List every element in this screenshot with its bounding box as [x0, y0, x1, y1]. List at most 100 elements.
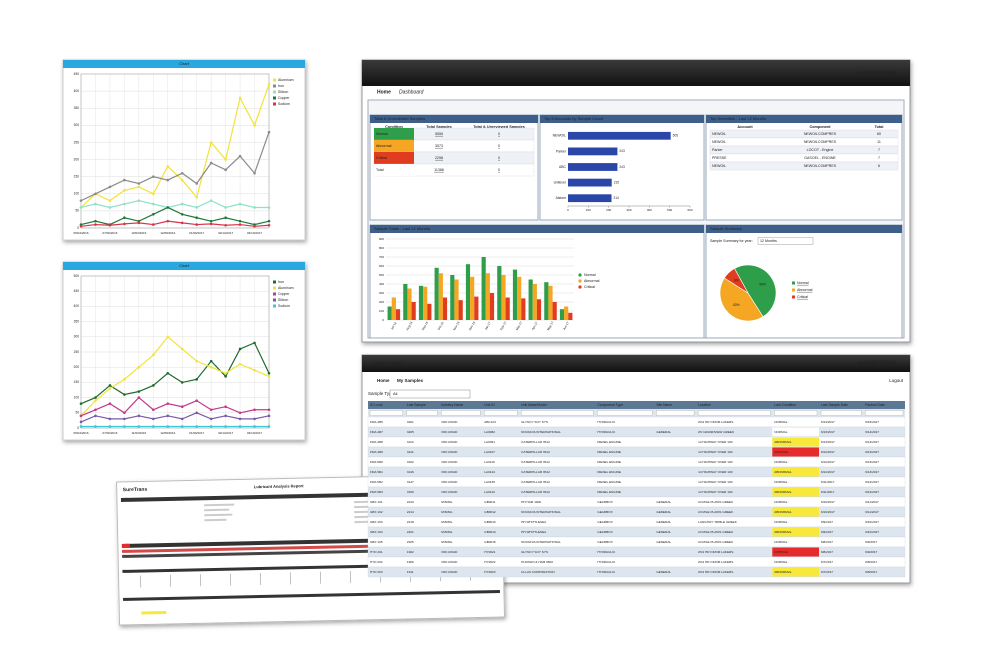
point: [94, 202, 97, 206]
cell: FMA 4R8: [370, 440, 383, 444]
cell: ABNORMAL: [774, 490, 792, 494]
row[interactable]: [367, 566, 906, 578]
point: [238, 425, 242, 428]
point: [123, 189, 126, 192]
cell: ABC123: [484, 420, 496, 424]
point: [238, 223, 242, 226]
point: [108, 417, 112, 421]
bar: [536, 299, 542, 320]
column-header[interactable]: Last Sample Date: [821, 403, 848, 407]
point: [108, 199, 112, 202]
bar: [568, 312, 573, 320]
column-filter[interactable]: [484, 410, 518, 416]
point: [108, 387, 112, 390]
x-tick-label: Jul-16: [390, 321, 398, 330]
pie-slice: [734, 264, 777, 318]
column-header[interactable]: Last Sample: [407, 403, 426, 407]
point: [224, 223, 227, 227]
legend-swatch: [273, 292, 276, 296]
y-tick-label: 200: [379, 300, 384, 304]
value-label: 243: [619, 149, 625, 153]
cell: OFF-ROAD: [441, 490, 458, 494]
point: [267, 425, 271, 428]
point: [152, 192, 155, 196]
point: [253, 368, 256, 372]
column-header[interactable]: Industry Name: [441, 403, 463, 407]
column-header[interactable]: Location: [698, 403, 711, 407]
filter-select[interactable]: [757, 237, 814, 245]
cell: 14 HIGHWAY OVER 100: [698, 490, 733, 494]
point: [166, 219, 170, 223]
point: [209, 161, 213, 165]
bar: [450, 275, 455, 320]
report-title: Lubricant Analysis Report: [254, 483, 304, 489]
column-header[interactable]: Component Type: [597, 403, 623, 407]
column-filter[interactable]: [441, 410, 481, 416]
condition-cell: [374, 164, 414, 176]
x-tick-label: 02/14/2017: [218, 231, 233, 235]
column-header[interactable]: Packed Date: [865, 403, 885, 407]
cell: LA0107: [484, 450, 495, 454]
point: [180, 171, 184, 175]
point: [224, 414, 227, 418]
column-header[interactable]: Last Condition: [774, 403, 796, 407]
point: [209, 365, 213, 369]
column-header[interactable]: Site Name: [656, 403, 672, 407]
cell: NOVAKVA INTERNATIONAL: [521, 510, 561, 514]
cell: 6/10/2017: [821, 510, 835, 514]
y-tick-label: 250: [74, 350, 80, 354]
cell: 6/11/2017: [865, 510, 879, 514]
column-filter[interactable]: [520, 410, 594, 416]
legend-swatch: [578, 279, 582, 283]
breadcrumb-home[interactable]: Home: [377, 89, 391, 95]
column-filter[interactable]: [656, 410, 695, 416]
column-header[interactable]: Unit ID: [484, 403, 495, 407]
point: [180, 405, 184, 409]
cell: GB0015: [484, 540, 496, 544]
bar: [512, 269, 518, 320]
panel-header: [706, 115, 902, 123]
cell: GB0014: [484, 530, 496, 534]
column-filter[interactable]: [865, 410, 904, 416]
panel-title: Total & Unreviewed Samples: [374, 116, 425, 121]
point: [253, 206, 256, 209]
column-filter[interactable]: [369, 410, 404, 416]
legend-swatch: [578, 273, 582, 277]
cell: GEARBOX: [597, 500, 612, 504]
point: [238, 347, 242, 351]
cell: GENERAL: [656, 570, 671, 574]
value-label: 49%: [759, 282, 766, 286]
cell: GBX 105: [370, 540, 383, 544]
point: [195, 223, 198, 226]
cell: ULLAS CORPORATION: [521, 570, 554, 574]
cell: Total: [376, 168, 384, 172]
cell: HYDRAULIC: [597, 550, 616, 554]
column-header[interactable]: ID Local: [370, 403, 383, 407]
point: [267, 206, 271, 209]
cell: NEWOILCOMPRES: [804, 140, 837, 144]
cell: NOVAKVA INTERNATIONAL: [521, 540, 561, 544]
point: [209, 141, 213, 144]
cell: 6/8/2017: [865, 560, 877, 564]
point: [238, 417, 242, 421]
column-filter[interactable]: [774, 410, 818, 416]
breadcrumb-home[interactable]: Home: [377, 378, 390, 383]
column-filter[interactable]: [697, 410, 771, 416]
bar: [454, 279, 459, 320]
point: [267, 371, 271, 375]
header-row: [368, 401, 905, 409]
column-filter[interactable]: [406, 410, 438, 416]
filter-select[interactable]: [389, 389, 471, 399]
cell: LANGTIRY TRIBLE GREEK: [698, 520, 738, 524]
filter-value: 12 Months: [760, 239, 777, 243]
x-tick-label: 600: [687, 208, 692, 212]
cell: 6/7/2017: [821, 570, 833, 574]
point: [108, 223, 112, 227]
column-header[interactable]: Unit Make/Model: [521, 403, 547, 407]
y-tick-label: 200: [74, 365, 80, 369]
logout[interactable]: Logout: [889, 378, 904, 383]
column-filter[interactable]: [597, 410, 653, 416]
column-filter[interactable]: [820, 410, 862, 416]
point: [267, 82, 271, 86]
